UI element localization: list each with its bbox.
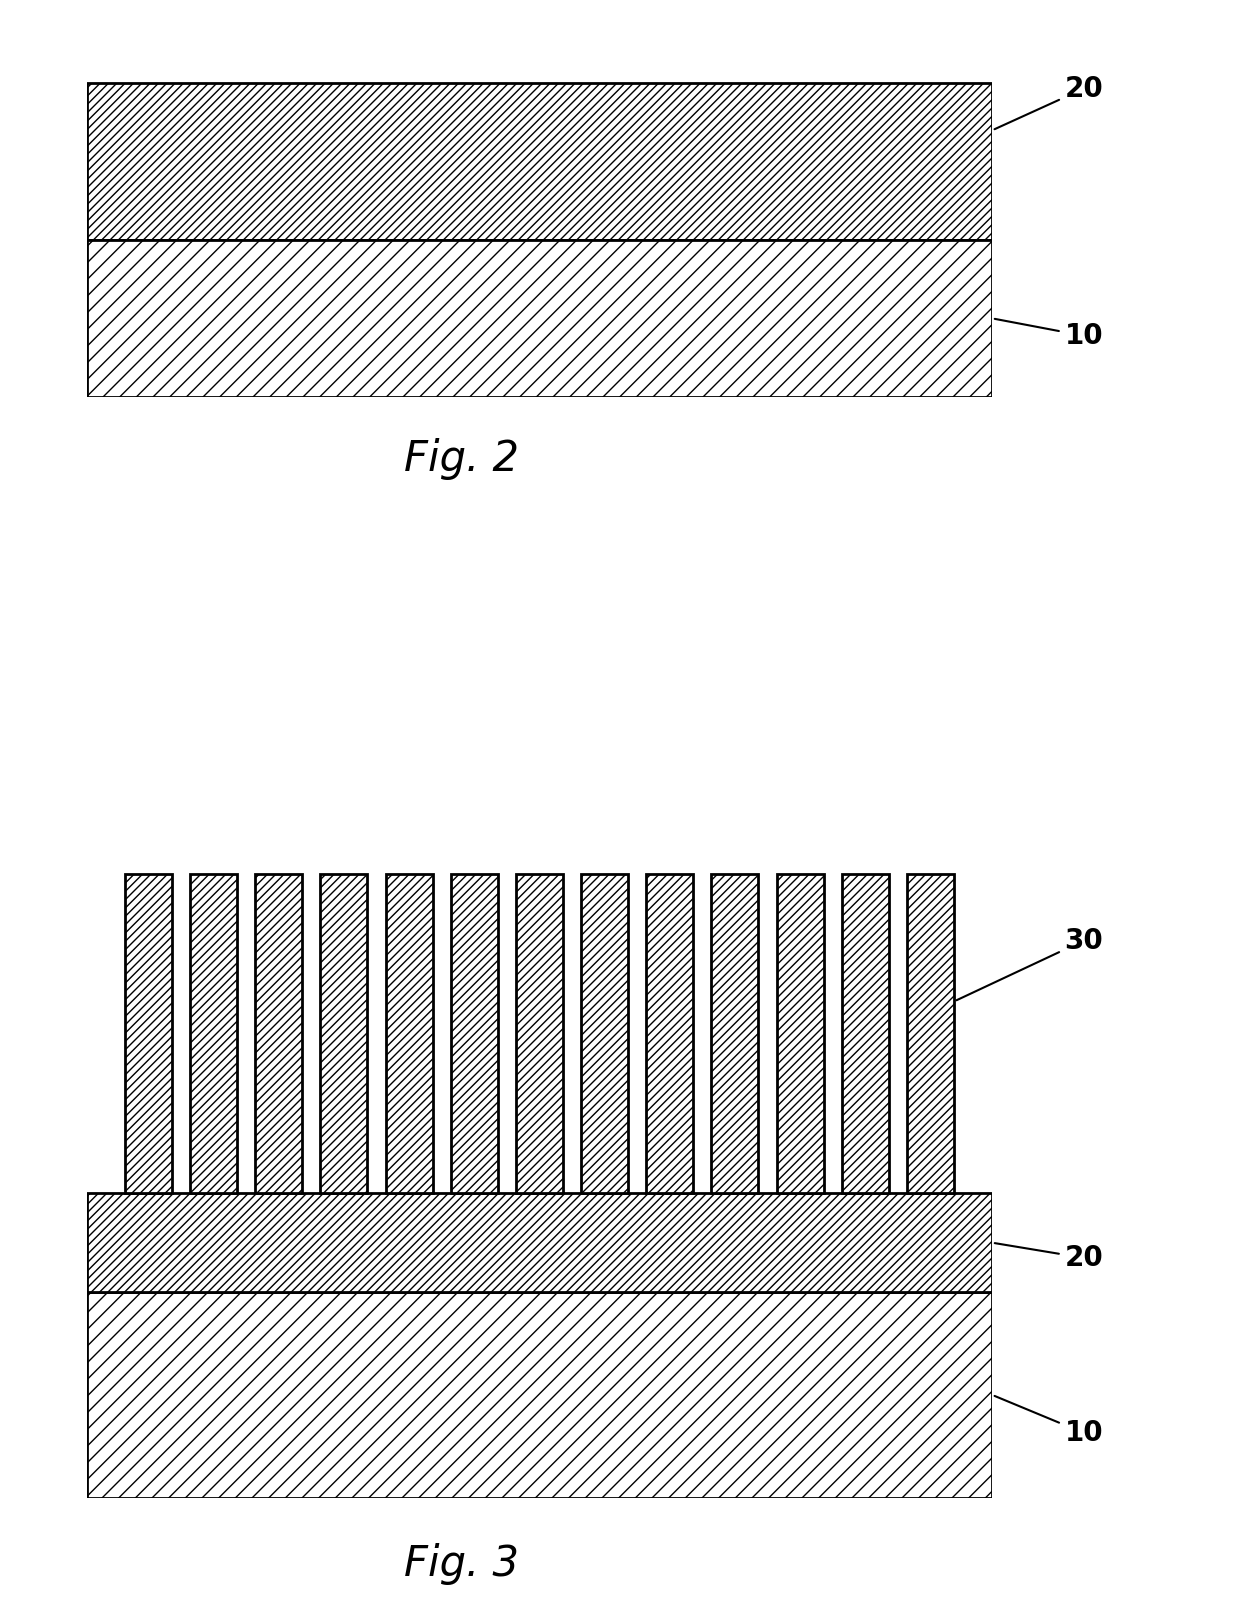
Text: 10: 10	[994, 319, 1104, 350]
Text: 30: 30	[956, 926, 1104, 1001]
Bar	[582, 874, 629, 1193]
Bar	[87, 83, 992, 240]
Bar	[87, 240, 992, 397]
Bar	[190, 874, 237, 1193]
Bar	[646, 874, 693, 1193]
Text: 10: 10	[994, 1396, 1104, 1447]
Bar	[842, 874, 889, 1193]
Bar	[386, 874, 433, 1193]
Text: 20: 20	[994, 1243, 1104, 1273]
Bar	[125, 874, 172, 1193]
Bar	[450, 874, 497, 1193]
Bar	[776, 874, 823, 1193]
Text: Fig. 3: Fig. 3	[404, 1543, 518, 1585]
Text: 20: 20	[994, 74, 1104, 130]
Bar	[712, 874, 759, 1193]
Bar	[516, 874, 563, 1193]
Bar	[87, 1193, 992, 1292]
Bar	[255, 874, 303, 1193]
Bar	[906, 874, 954, 1193]
Bar	[320, 874, 367, 1193]
Text: Fig. 2: Fig. 2	[404, 439, 518, 481]
Bar	[87, 1292, 992, 1498]
